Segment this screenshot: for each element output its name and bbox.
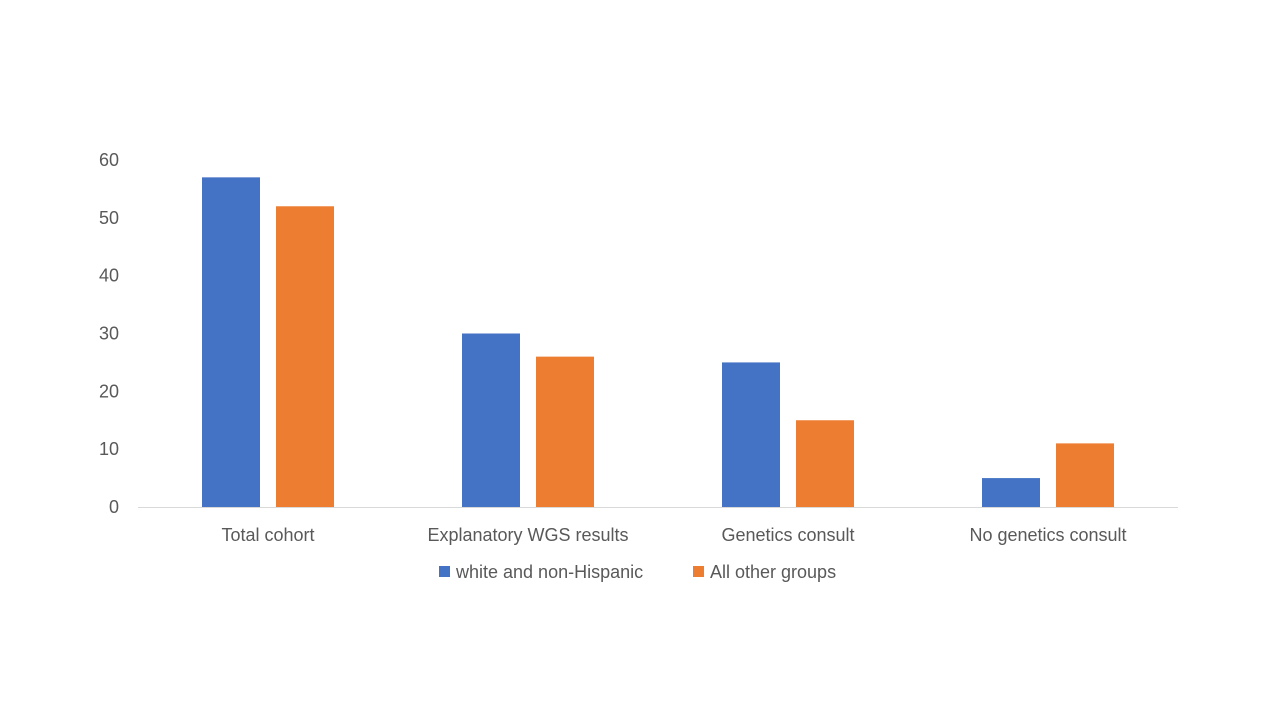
legend-swatch [439,566,450,577]
legend-swatch [693,566,704,577]
bar-series [202,177,1114,507]
bar-all-other-groups [536,356,594,507]
bar-all-other-groups [796,420,854,507]
x-category-label: Explanatory WGS results [427,525,628,545]
bar-white-non-hispanic [722,362,780,507]
x-category-label: Genetics consult [721,525,854,545]
y-axis-tick-labels: 0 10 20 30 40 50 60 [99,150,119,517]
y-tick-label: 10 [99,439,119,459]
bar-white-non-hispanic [982,478,1040,507]
x-axis-category-labels: Total cohort Explanatory WGS results Genet… [221,525,1126,545]
legend-label: All other groups [710,562,836,582]
bar-white-non-hispanic [462,333,520,507]
bar-all-other-groups [276,206,334,507]
x-category-label: No genetics consult [969,525,1126,545]
y-tick-label: 20 [99,381,119,401]
legend-label: white and non-Hispanic [455,562,643,582]
bar-all-other-groups [1056,443,1114,507]
legend: white and non-Hispanic All other groups [439,562,836,582]
y-tick-label: 40 [99,266,119,286]
y-tick-label: 30 [99,324,119,344]
y-tick-label: 50 [99,208,119,228]
y-tick-label: 60 [99,150,119,170]
y-tick-label: 0 [109,497,119,517]
bar-white-non-hispanic [202,177,260,507]
x-category-label: Total cohort [221,525,314,545]
